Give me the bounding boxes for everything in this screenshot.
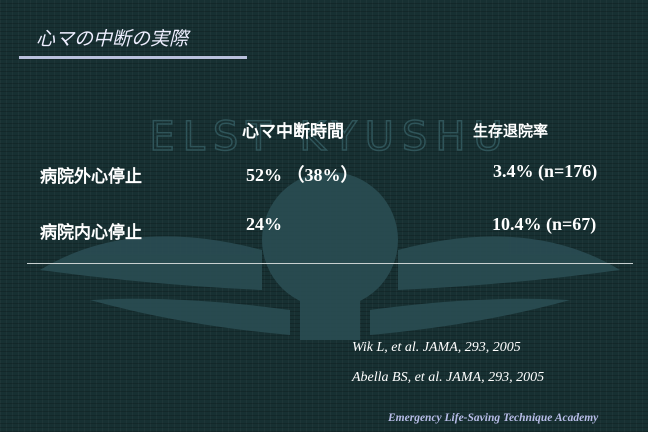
slide-title: 心マの中断の実際: [36, 28, 189, 50]
interruption-in-hospital: 24%: [246, 214, 282, 234]
watermark-text: ELST KYUSHU: [149, 114, 510, 160]
survival-out-of-hospital: 3.4% (n=176): [493, 161, 598, 181]
reference-1: Wik L, et al. JAMA, 293, 2005: [352, 340, 521, 355]
title-underline: [19, 56, 247, 59]
reference-2: Abella BS, et al. JAMA, 293, 2005: [352, 370, 545, 385]
survival-in-hospital: 10.4% (n=67): [492, 214, 597, 234]
row-label-in-hospital: 病院内心停止: [40, 223, 142, 243]
footer-academy: Emergency Life-Saving Technique Academy: [388, 412, 599, 424]
column-header-interruption: 心マ中断時間: [242, 122, 344, 142]
interruption-out-of-hospital: 52% （38%）: [246, 165, 359, 185]
row-label-out-of-hospital: 病院外心停止: [40, 167, 142, 187]
table-divider: [27, 263, 633, 264]
column-header-survival: 生存退院率: [473, 122, 549, 140]
